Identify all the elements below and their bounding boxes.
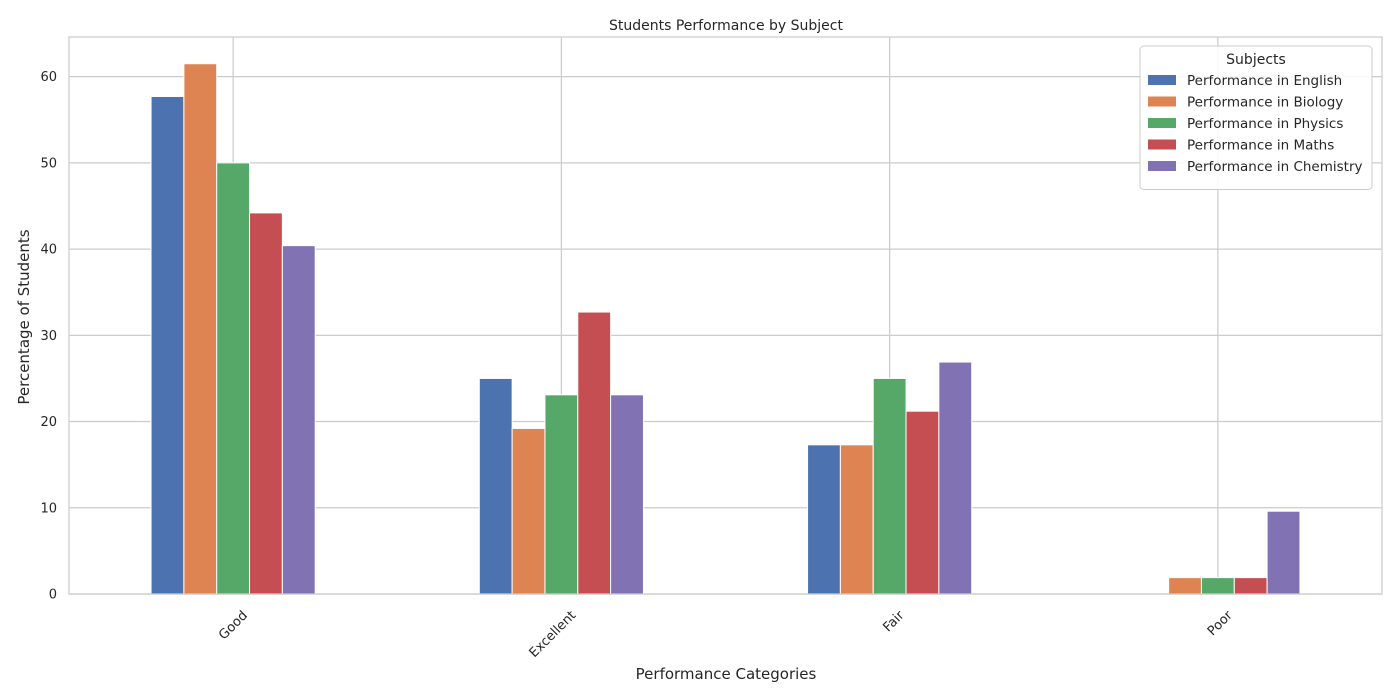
bar [1200,577,1235,595]
bars [150,63,1301,595]
bar [1233,577,1268,595]
bar [905,410,940,595]
y-tick-label: 60 [40,70,57,85]
legend-label: Performance in Biology [1187,95,1343,111]
bar [249,212,283,595]
bar [872,377,907,595]
y-tick-label: 30 [40,329,57,344]
bar [1266,510,1301,595]
bar [150,95,185,595]
legend-swatch [1148,161,1176,171]
bar [544,394,579,595]
bar [478,377,513,595]
y-tick-label: 20 [40,415,57,430]
x-tick-label: Good [216,608,251,643]
x-tick-label: Fair [880,608,907,635]
bar [938,361,973,595]
bar [577,311,612,595]
plot-frame [68,36,1383,595]
legend-swatch [1148,139,1176,150]
legend-swatch [1148,96,1176,107]
bar [183,63,218,595]
chart-title: Students Performance by Subject [609,18,843,34]
legend-label: Performance in Maths [1187,138,1334,154]
x-tick-label: Excellent [527,608,580,661]
y-tick-label: 0 [49,588,57,603]
y-axis-label: Percentage of Students [15,229,33,404]
legend-box [1139,45,1373,190]
y-tick-label: 40 [40,243,57,258]
bar [216,162,251,595]
legend-label: Performance in English [1187,73,1342,89]
bar [511,427,546,595]
legend-label: Performance in Physics [1187,116,1343,132]
legend: Subjects Performance in English Performanc… [1139,45,1373,190]
x-axis-label: Performance Categories [636,665,817,683]
bar [807,444,841,595]
legend-swatch [1148,75,1176,85]
legend-swatch [1148,118,1176,128]
bar [1168,577,1202,595]
bar [610,394,644,595]
bar [839,444,874,595]
y-tick-label: 50 [40,156,57,171]
x-tick-label: Poor [1205,608,1236,639]
legend-label: Performance in Chemistry [1187,159,1363,175]
y-tick-label: 10 [40,501,57,516]
legend-title: Subjects [1226,52,1286,68]
bar [281,245,316,595]
